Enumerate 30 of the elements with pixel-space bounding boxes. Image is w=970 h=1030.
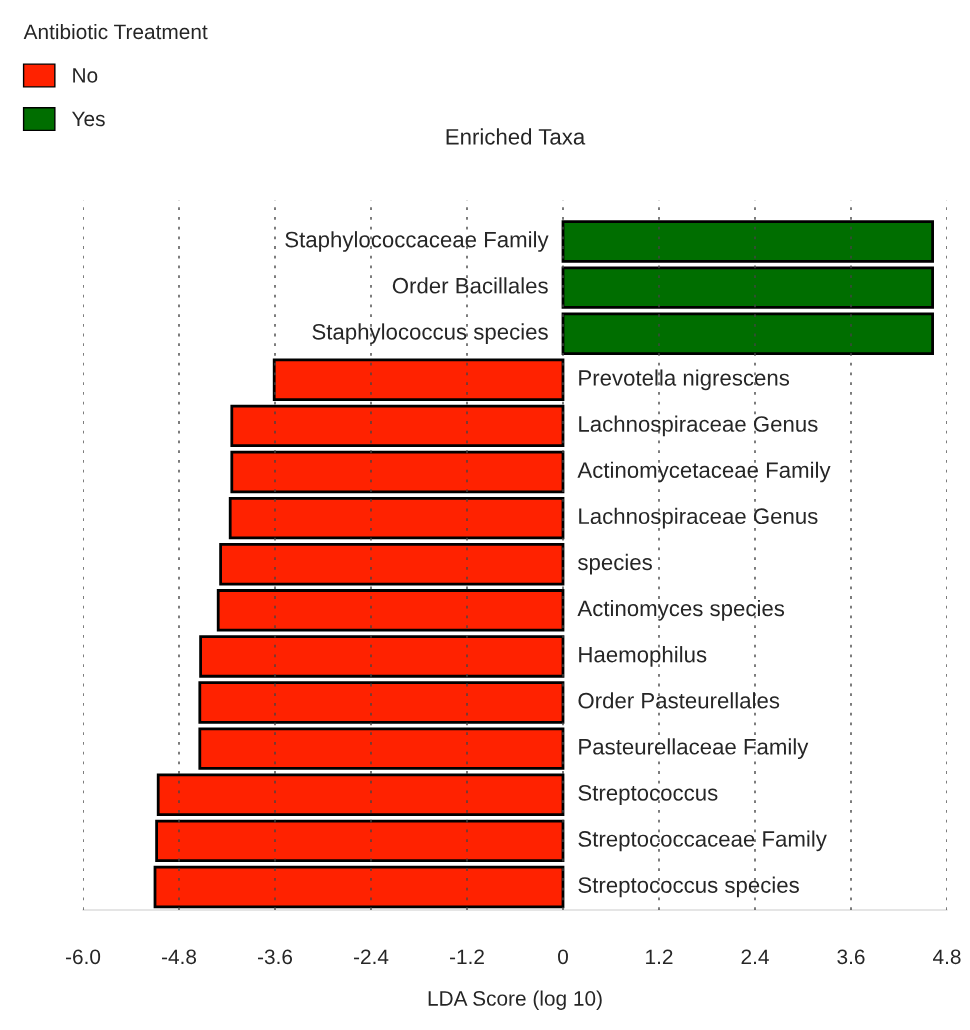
legend-label: No [73, 68, 98, 83]
y-tick-label: Lachnospiraceae Genus [579, 507, 818, 529]
y-tick-label: Streptococcus [578, 784, 718, 806]
x-tick-label: 3.6 [837, 949, 865, 965]
x-tick-label: -1.2 [449, 949, 484, 964]
chart-title: Enriched Taxa [446, 128, 586, 145]
y-tick-label: Actinomyces species [577, 599, 785, 621]
y-tick-label: Lachnospiraceae Genus [579, 415, 818, 437]
y-tick-label: Order Bacillales [392, 277, 548, 294]
x-tick-label: 4.8 [933, 949, 961, 965]
x-tick-label: 2.4 [741, 949, 769, 964]
y-tick-label: Staphylococcus species [312, 323, 548, 345]
y-tick-label: Pasteurellaceae Family [579, 738, 809, 759]
x-tick-label: 0 [558, 949, 568, 965]
y-tick-label: Haemophilus [579, 646, 707, 667]
x-tick-label: -4.8 [161, 949, 197, 965]
y-tick-label: Staphylococcaceae Family [285, 231, 549, 252]
y-tick-label: species [578, 553, 652, 575]
y-tick-label: Order Pasteurellales [578, 692, 780, 709]
x-tick-label: -3.6 [257, 949, 293, 965]
x-tick-label: -6.0 [65, 949, 101, 965]
legend-title: Antibiotic Treatment [23, 23, 208, 40]
y-tick-label: Prevotella nigrescens [579, 369, 790, 391]
x-tick-label: -2.4 [353, 949, 389, 964]
y-tick-label: Streptococcaceae Family [578, 830, 827, 852]
x-tick-label: 1.2 [646, 949, 673, 964]
legend-label: Yes [71, 111, 105, 127]
x-axis-title: LDA Score (log 10) [428, 990, 602, 1010]
y-tick-label: Actinomycetaceae Family [577, 461, 831, 483]
y-tick-label: Streptococcus species [578, 876, 799, 898]
